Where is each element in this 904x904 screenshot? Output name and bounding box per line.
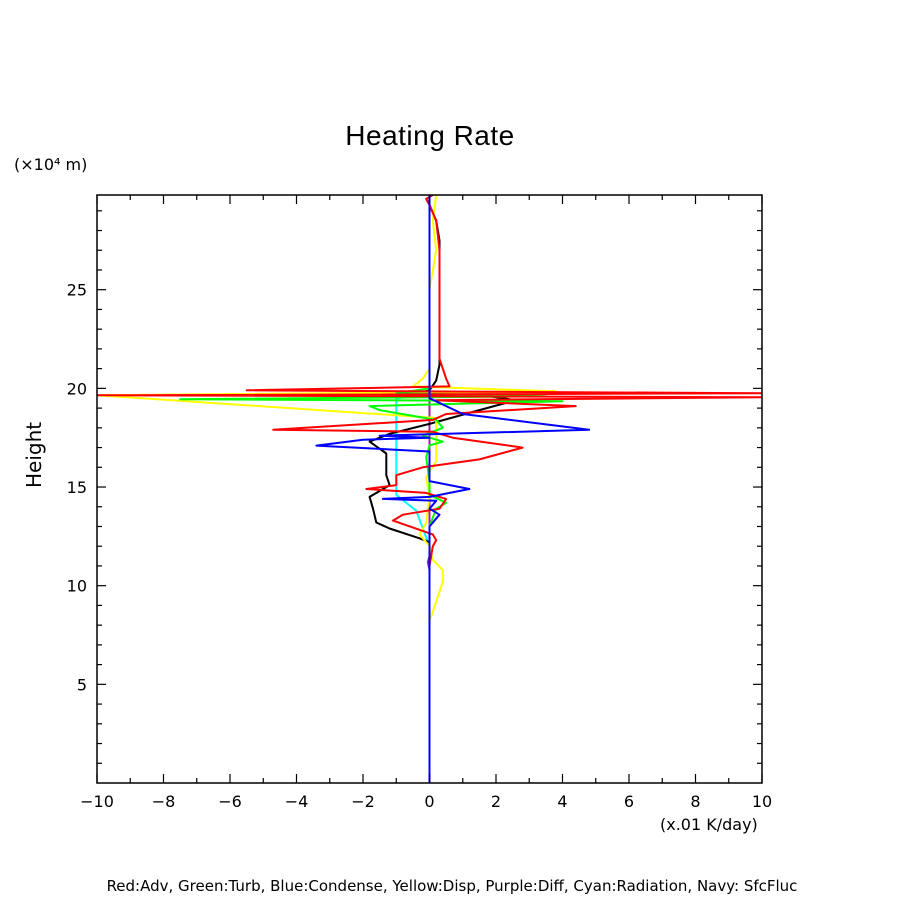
legend-text: Red:Adv, Green:Turb, Blue:Condense, Yell… xyxy=(106,877,798,895)
axis-layer: −10 −8 −6 −4 −2 0 2 4 6 8 10 5 10 15 20 25 xyxy=(67,194,772,811)
x-tick-label: −6 xyxy=(218,792,242,811)
x-tick-label: 10 xyxy=(752,792,772,811)
x-tick-label: 0 xyxy=(424,792,434,811)
x-tick-label: 8 xyxy=(690,792,700,811)
x-tick-label: −10 xyxy=(80,792,114,811)
y-tick-label: 15 xyxy=(67,478,87,497)
series-line-7 xyxy=(315,195,591,783)
x-tick-label: −4 xyxy=(285,792,309,811)
series-layer xyxy=(97,195,762,783)
series-line-1 xyxy=(395,195,431,783)
chart-title: Heating Rate xyxy=(345,120,515,151)
x-tick-label: −2 xyxy=(351,792,375,811)
x-tick-label: 6 xyxy=(624,792,634,811)
y-tick-label: 25 xyxy=(67,281,87,300)
x-tick-label: 2 xyxy=(491,792,501,811)
y-tick-label: 5 xyxy=(77,675,87,694)
y-tick-label: 20 xyxy=(67,379,87,398)
y-tick-label: 10 xyxy=(67,577,87,596)
series-line-5 xyxy=(179,382,564,557)
y-axis-units: (×10⁴ m) xyxy=(14,155,88,174)
x-tick-label: 4 xyxy=(557,792,567,811)
x-tick-label: −8 xyxy=(152,792,176,811)
x-axis-units: (x.01 K/day) xyxy=(660,815,758,834)
series-line-3 xyxy=(368,198,517,630)
y-axis-label: Height xyxy=(22,421,46,488)
series-line-6 xyxy=(97,195,762,567)
